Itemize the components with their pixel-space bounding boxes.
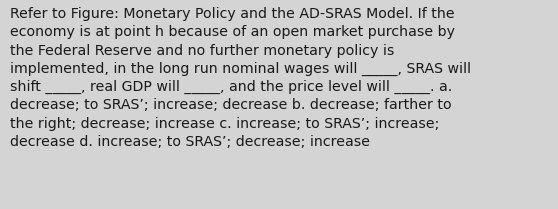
Text: Refer to Figure: Monetary Policy and the AD-SRAS Model. If the
economy is at poi: Refer to Figure: Monetary Policy and the… xyxy=(10,7,471,149)
